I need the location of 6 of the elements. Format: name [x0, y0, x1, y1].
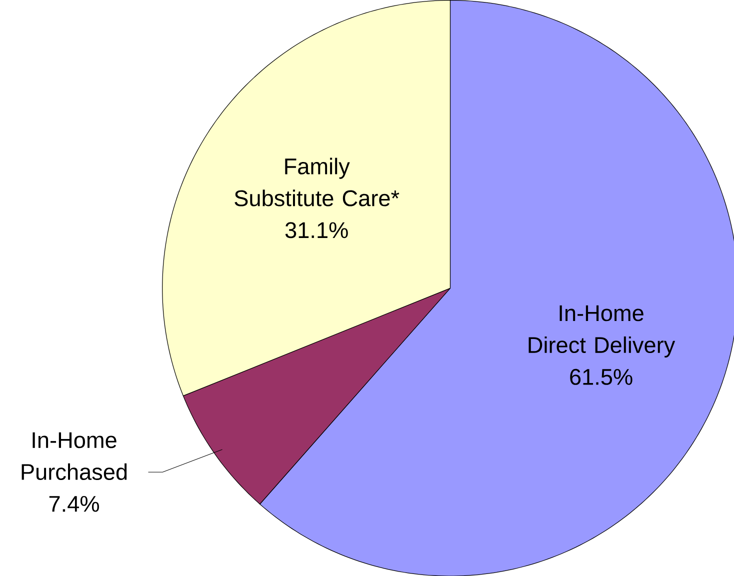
slice-label: Family Substitute Care*: [234, 158, 400, 206]
data-label: 61.5%: [570, 368, 632, 385]
slice-label: In-Home Direct Delivery: [528, 305, 676, 358]
data-label: 7.4%: [49, 496, 99, 512]
slice-label: In-Home Purchased: [22, 432, 127, 480]
data-label: 31.1%: [285, 222, 348, 238]
